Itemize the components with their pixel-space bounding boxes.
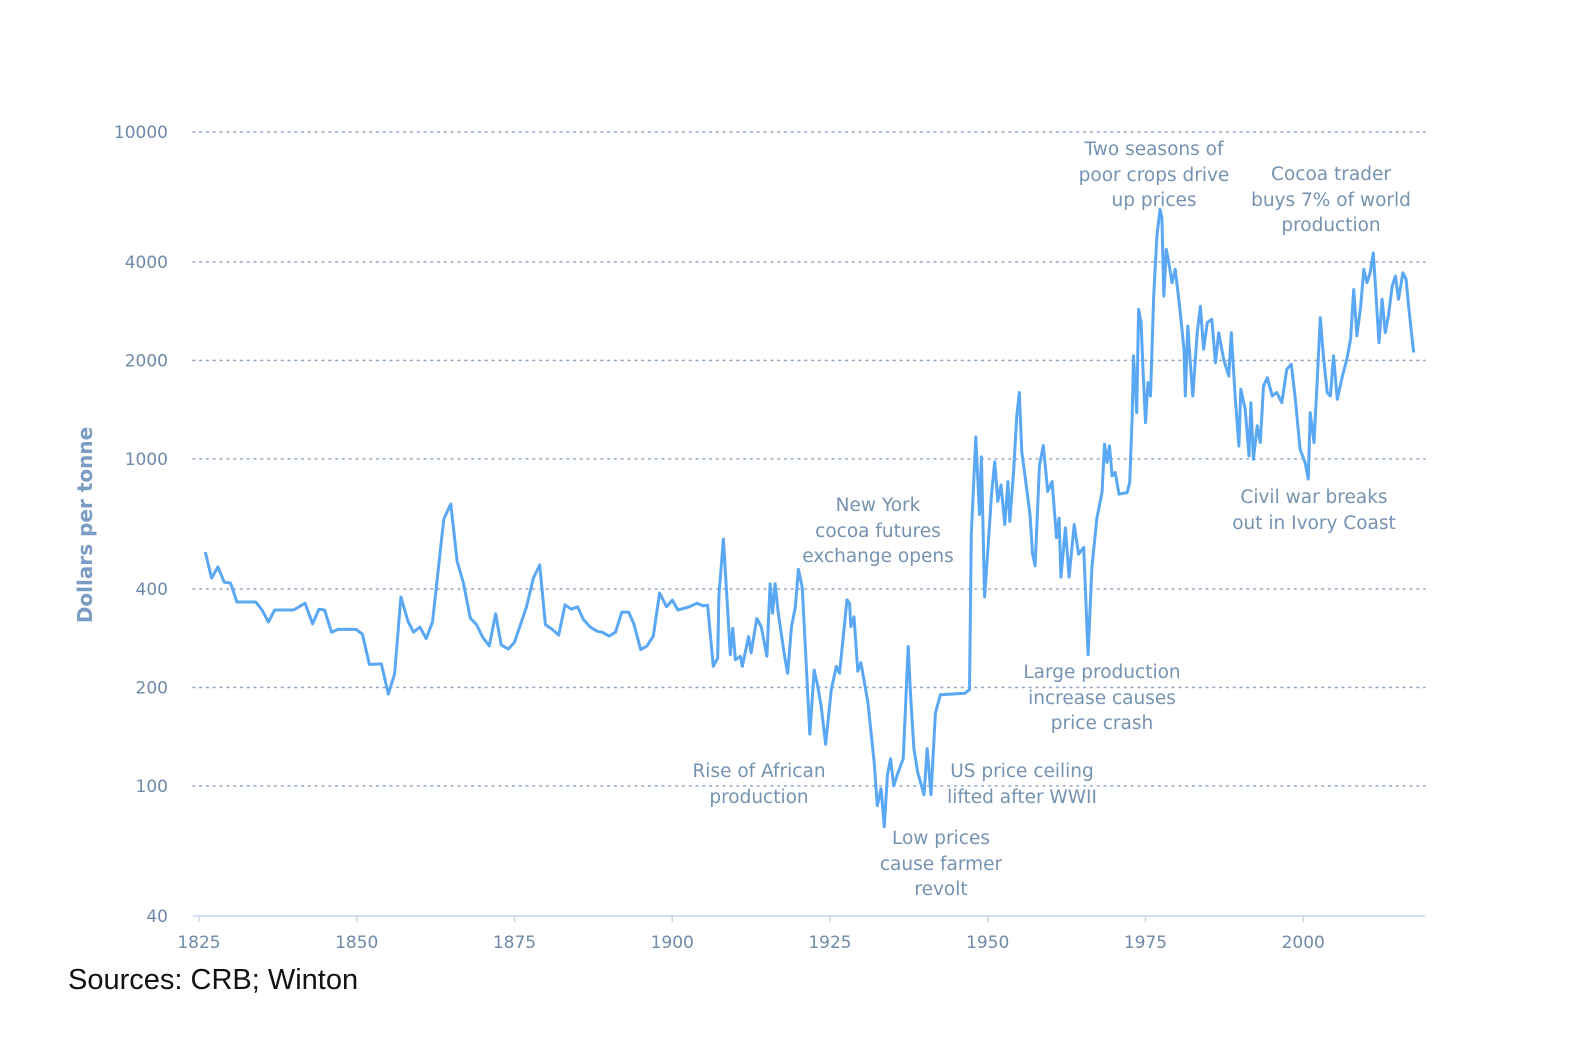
x-tick-label: 1950 <box>966 933 1009 953</box>
annotation-line: out in Ivory Coast <box>1232 512 1396 534</box>
gridlines <box>192 131 1426 917</box>
annotation-line: Low prices <box>892 828 990 849</box>
annotation-cocoa-trader: Cocoa trader buys 7% of world production <box>1251 162 1411 239</box>
annotation-line: increase causes <box>1028 687 1176 709</box>
annotation-line: production <box>1281 215 1381 236</box>
annotation-poor-crops: Two seasons of poor crops drive up price… <box>1079 137 1230 214</box>
annotation-line: revolt <box>914 879 968 900</box>
y-tick-label: 10000 <box>114 123 168 143</box>
x-tick-label: 1825 <box>177 933 220 953</box>
x-tick-label: 1975 <box>1124 933 1167 953</box>
annotation-civil-war: Civil war breaks out in Ivory Coast <box>1232 485 1396 536</box>
x-tick-label: 1900 <box>651 933 694 953</box>
annotation-line: US price ceiling <box>950 761 1094 782</box>
x-tick-label: 1925 <box>808 933 851 953</box>
annotation-line: exchange opens <box>802 546 954 567</box>
annotation-line: Cocoa trader <box>1271 164 1391 185</box>
y-tick-label: 200 <box>136 678 168 698</box>
annotation-line: Two seasons of <box>1084 139 1224 160</box>
annotation-line: up prices <box>1111 190 1197 211</box>
annotation-line: Rise of African <box>692 761 826 782</box>
source-note: Sources: CRB; Winton <box>68 964 359 996</box>
annotation-line: production <box>709 786 809 808</box>
y-tick-label: 2000 <box>125 351 168 371</box>
y-tick-label: 400 <box>136 580 168 600</box>
annotation-line: Civil war breaks <box>1240 487 1388 508</box>
annotation-line: New York <box>835 495 921 516</box>
annotation-line: poor crops drive <box>1078 164 1230 186</box>
annotation-line: lifted after WWII <box>947 786 1097 808</box>
annotation-new-york-exchange: New York cocoa futures exchange opens <box>802 493 953 570</box>
y-tick-label: 1000 <box>125 450 168 470</box>
x-tick-label: 1875 <box>493 933 536 953</box>
annotation-farmer-revolt: Low prices cause farmer revolt <box>880 826 1002 903</box>
annotation-price-crash: Large production increase causes price c… <box>1023 660 1180 737</box>
y-axis-ticks: 40 100 200 400 1000 2000 4000 10000 <box>114 123 168 927</box>
y-axis-label: Dollars per tonne <box>73 426 97 624</box>
y-tick-label: 4000 <box>125 253 168 273</box>
annotation-line: price crash <box>1050 713 1154 734</box>
series-line <box>203 207 1416 829</box>
y-tick-label: 40 <box>146 907 168 927</box>
y-tick-label: 100 <box>136 777 168 797</box>
annotation-price-ceiling: US price ceiling lifted after WWII <box>947 759 1097 810</box>
x-axis: 1825 1850 1875 1900 1925 1950 1975 2000 <box>177 916 1325 953</box>
x-tick-label: 1850 <box>335 933 378 953</box>
annotation-line: buys 7% of world <box>1251 189 1411 211</box>
annotation-line: cause farmer <box>879 853 1003 875</box>
annotation-african-production: Rise of African production <box>692 759 825 810</box>
annotation-line: Large production <box>1023 662 1181 683</box>
annotation-line: cocoa futures <box>815 520 941 542</box>
x-tick-label: 2000 <box>1282 933 1325 953</box>
